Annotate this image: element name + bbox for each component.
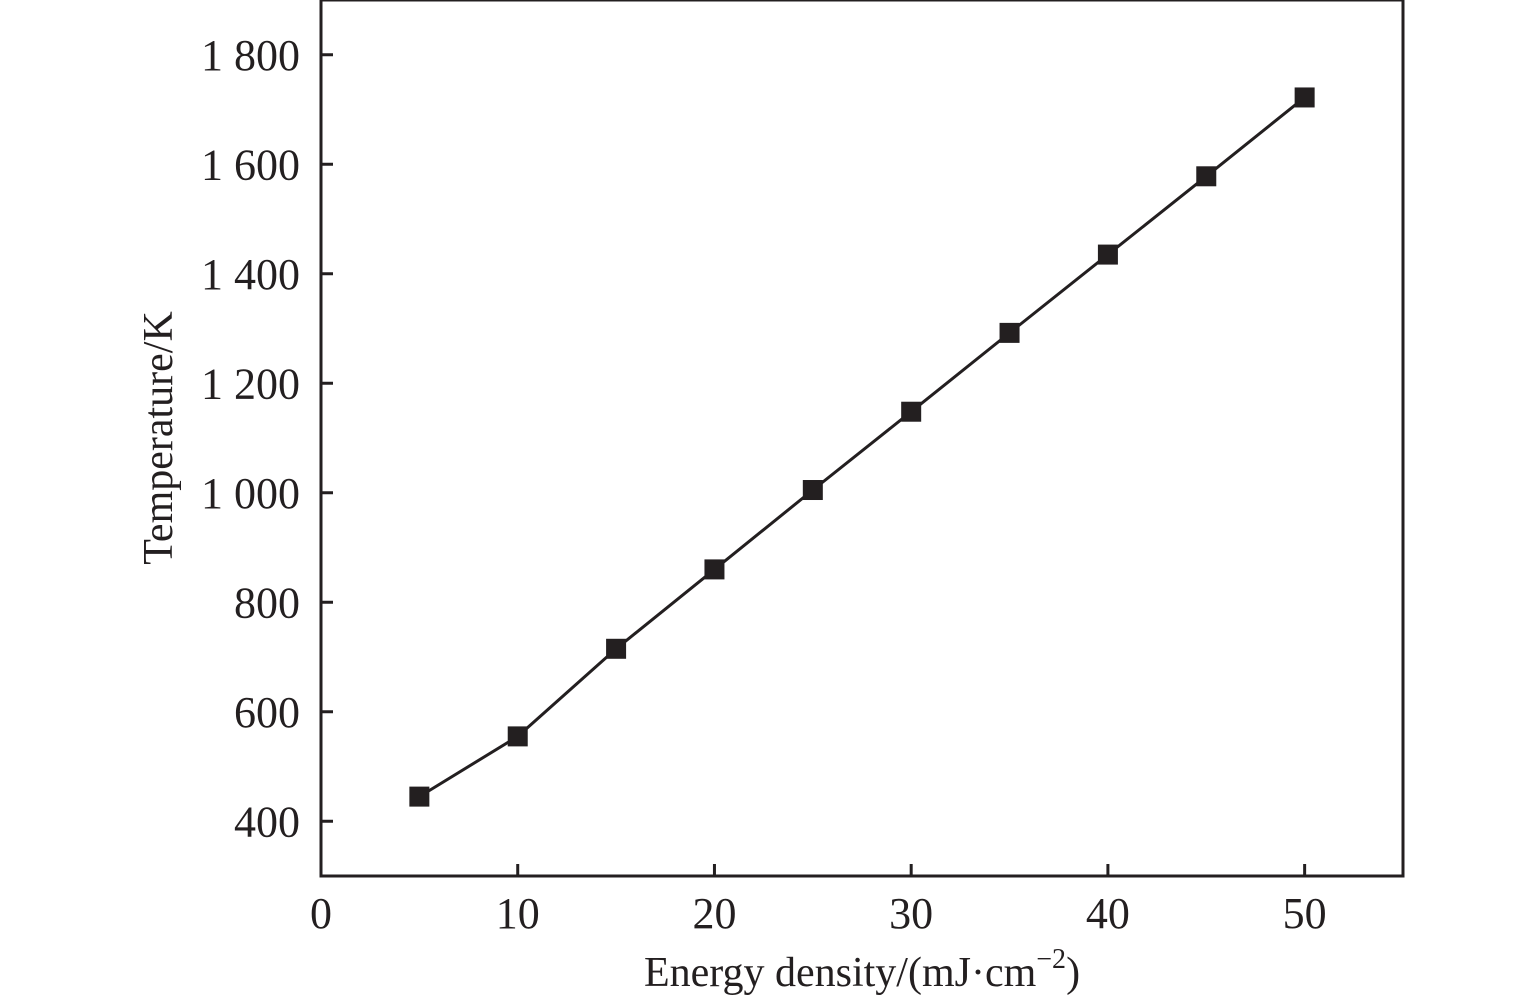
x-axis-ticks: 0 10 20 30 40 50: [310, 864, 1327, 938]
data-point-marker: [606, 638, 627, 659]
y-tick-label: 400: [234, 797, 300, 846]
y-tick-label: 1 000: [201, 469, 300, 518]
data-point-marker: [409, 786, 430, 807]
data-point-marker: [999, 322, 1020, 343]
x-axis-title: Energy density/(mJ·cm−2): [644, 944, 1080, 996]
y-tick-label: 600: [234, 688, 300, 737]
y-tick-label: 1 200: [201, 359, 300, 408]
data-point-marker: [1294, 87, 1315, 108]
x-tick-label: 0: [310, 889, 332, 938]
y-axis-title: Temperature/K: [136, 311, 182, 565]
plot-frame: [319, 0, 1405, 878]
series-line: [418, 96, 1306, 798]
data-point-marker: [507, 726, 528, 747]
x-tick-label: 30: [889, 889, 933, 938]
data-point-marker: [901, 401, 922, 422]
x-tick-label: 20: [692, 889, 736, 938]
y-axis-ticks: 400 600 800 1 000 1 200 1 400 1 600 1 800: [201, 31, 333, 846]
data-point-marker: [802, 480, 823, 501]
data-point-marker: [704, 559, 725, 580]
y-tick-label: 1 600: [201, 140, 300, 189]
x-tick-label: 40: [1086, 889, 1130, 938]
series-layer: [409, 87, 1315, 807]
x-axis-title-superscript: −2: [1036, 944, 1066, 975]
x-tick-label: 50: [1283, 889, 1327, 938]
x-axis-title-suffix: ): [1066, 950, 1080, 996]
data-point-marker: [1097, 244, 1118, 265]
y-tick-label: 1 800: [201, 31, 300, 80]
x-tick-label: 10: [496, 889, 540, 938]
data-point-marker: [1196, 166, 1217, 187]
y-tick-label: 1 400: [201, 250, 300, 299]
x-axis-title-main: Energy density/(mJ·cm: [644, 950, 1037, 996]
y-tick-label: 800: [234, 578, 300, 627]
